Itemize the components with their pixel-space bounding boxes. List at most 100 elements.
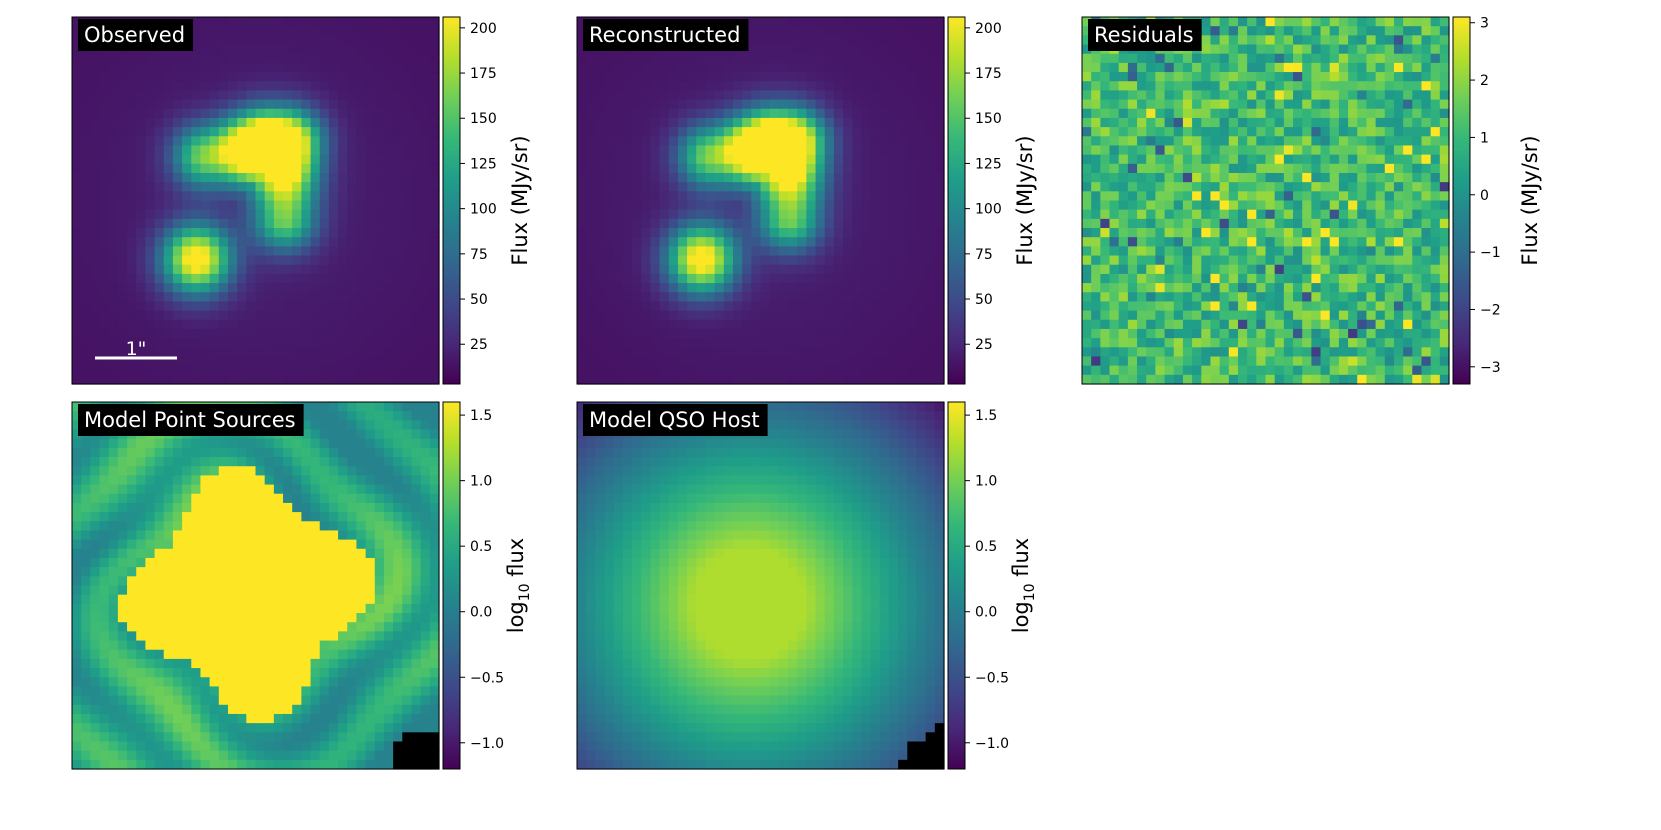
- heatmap-cell: [622, 328, 633, 339]
- heatmap-cell: [824, 53, 835, 64]
- heatmap-cell: [1283, 182, 1294, 192]
- heatmap-cell: [402, 356, 413, 367]
- heatmap-cell: [1127, 182, 1138, 192]
- heatmap-cell: [742, 163, 752, 174]
- heatmap-cell: [1155, 273, 1166, 284]
- heatmap-cell: [1311, 90, 1322, 101]
- heatmap-cell: [732, 374, 743, 385]
- heatmap-cell: [1164, 108, 1175, 119]
- heatmap-cell: [1109, 99, 1120, 110]
- heatmap-cell: [246, 338, 257, 348]
- heatmap-cell: [1265, 356, 1276, 367]
- heatmap-cell: [668, 328, 679, 339]
- heatmap-cell: [191, 237, 202, 247]
- heatmap-cell: [1283, 108, 1294, 119]
- heatmap-cell: [1127, 62, 1138, 73]
- heatmap-cell: [815, 356, 826, 367]
- heatmap-cell: [227, 310, 238, 321]
- heatmap-cell: [879, 209, 890, 220]
- heatmap-cell: [1210, 283, 1221, 293]
- heatmap-cell: [907, 319, 918, 330]
- heatmap-cell: [925, 117, 936, 128]
- heatmap-cell: [1375, 228, 1386, 238]
- heatmap-cell: [843, 53, 853, 64]
- heatmap-cell: [1283, 338, 1294, 348]
- heatmap-cell: [641, 154, 652, 165]
- heatmap-cell: [1192, 99, 1202, 110]
- heatmap-cell: [1228, 53, 1239, 64]
- heatmap-cell: [934, 273, 945, 284]
- heatmap-cell: [641, 328, 652, 339]
- heatmap-cell: [301, 62, 312, 73]
- heatmap-cell: [577, 228, 587, 238]
- heatmap-cell: [374, 228, 385, 238]
- heatmap-cell: [1228, 374, 1239, 385]
- heatmap-cell: [806, 374, 817, 385]
- heatmap-cell: [81, 90, 91, 101]
- heatmap-cell: [393, 145, 403, 156]
- heatmap-cell: [659, 246, 670, 257]
- heatmap-cell: [136, 246, 147, 257]
- heatmap-cell: [1237, 374, 1248, 385]
- heatmap-cell: [833, 127, 844, 137]
- heatmap-cell: [1109, 273, 1120, 284]
- heatmap-cell: [1082, 237, 1092, 247]
- heatmap-cell: [732, 53, 743, 64]
- heatmap-cell: [1439, 127, 1450, 137]
- panel-title-box: [583, 19, 749, 51]
- heatmap-cell: [1403, 365, 1413, 376]
- heatmap-cell: [742, 218, 752, 229]
- heatmap-cell: [1256, 163, 1267, 174]
- heatmap-cell: [383, 90, 394, 101]
- heatmap-cell: [246, 264, 257, 275]
- heatmap-cell: [595, 319, 606, 330]
- heatmap-cell: [1091, 273, 1101, 284]
- heatmap-cell: [751, 26, 762, 36]
- heatmap-cell: [797, 53, 807, 64]
- heatmap-cell: [246, 154, 257, 165]
- heatmap-cell: [319, 237, 330, 247]
- heatmap-cell: [402, 411, 413, 421]
- colorbar-tick-label: 150: [975, 111, 1002, 127]
- heatmap-cell: [172, 237, 183, 247]
- heatmap-cell: [1329, 319, 1340, 330]
- heatmap-cell: [861, 127, 872, 137]
- heatmap-cell: [760, 310, 771, 321]
- heatmap-cell: [374, 365, 385, 376]
- heatmap-cell: [383, 154, 394, 165]
- heatmap-cell: [824, 347, 835, 358]
- heatmap-cell: [383, 200, 394, 211]
- heatmap-cell: [411, 127, 422, 137]
- heatmap-cell: [898, 117, 908, 128]
- heatmap-cell: [182, 145, 192, 156]
- heatmap-cell: [1265, 44, 1276, 55]
- heatmap-cell: [1082, 136, 1092, 147]
- heatmap-cell: [852, 172, 863, 183]
- heatmap-cell: [1274, 374, 1285, 385]
- heatmap-cell: [1182, 283, 1193, 293]
- heatmap-cell: [347, 365, 358, 376]
- heatmap-cell: [1421, 374, 1432, 385]
- heatmap-cell: [255, 90, 266, 101]
- heatmap-cell: [1201, 328, 1212, 339]
- heatmap-cell: [218, 283, 229, 293]
- heatmap-cell: [696, 172, 707, 183]
- heatmap-cell: [347, 72, 358, 82]
- heatmap-cell: [182, 328, 192, 339]
- heatmap-cell: [1311, 200, 1322, 211]
- heatmap-cell: [163, 127, 174, 137]
- heatmap-cell: [650, 356, 661, 367]
- heatmap-cell: [641, 347, 652, 358]
- heatmap-cell: [172, 374, 183, 385]
- heatmap-cell: [732, 246, 743, 257]
- heatmap-cell: [659, 310, 670, 321]
- heatmap-cell: [81, 163, 91, 174]
- heatmap-cell: [641, 237, 652, 247]
- heatmap-cell: [879, 218, 890, 229]
- heatmap-cell: [1247, 246, 1257, 257]
- heatmap-cell: [879, 26, 890, 36]
- heatmap-cell: [916, 283, 927, 293]
- heatmap-cell: [1247, 328, 1257, 339]
- heatmap-cell: [246, 53, 257, 64]
- heatmap-cell: [687, 136, 697, 147]
